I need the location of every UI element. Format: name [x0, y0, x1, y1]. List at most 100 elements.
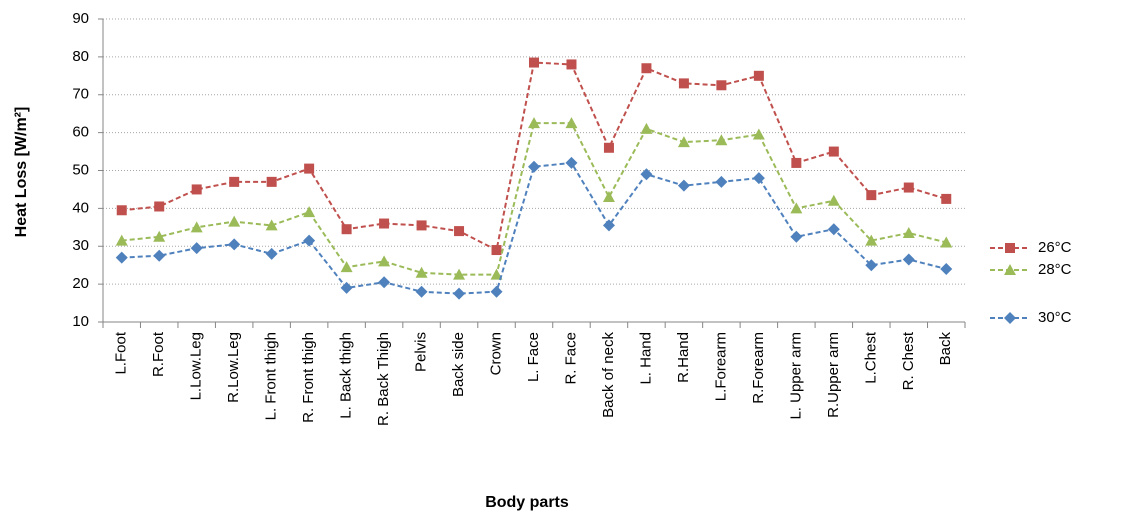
data-point [153, 249, 166, 262]
data-point [266, 176, 277, 187]
x-tick-label: R. Back Thigh [375, 332, 392, 426]
x-tick-label: L. Hand [637, 332, 654, 385]
x-tick-label: R.Forearm [750, 332, 767, 404]
data-point [379, 218, 390, 229]
data-point [304, 163, 315, 174]
data-point [865, 234, 878, 246]
data-point [340, 281, 353, 294]
data-point [903, 182, 914, 193]
x-axis-title: Body parts [485, 494, 569, 511]
x-tick-label: Back of neck [600, 332, 617, 418]
data-point [752, 172, 765, 185]
data-point [340, 261, 353, 273]
data-point [491, 245, 502, 256]
x-tick-label: R. Face [562, 332, 579, 385]
series-line [121, 122, 947, 276]
data-point [940, 262, 953, 275]
data-point [229, 176, 240, 187]
data-point [116, 205, 127, 216]
data-point [153, 230, 166, 242]
x-tick-label: L.Chest [862, 331, 879, 384]
data-point [341, 224, 352, 235]
x-tick-label: R.Foot [150, 331, 167, 377]
x-tick-label: R. Front thigh [300, 332, 317, 423]
data-point [677, 179, 690, 192]
data-point [640, 168, 653, 181]
y-tick-label: 80 [72, 48, 89, 65]
data-point [641, 63, 652, 74]
data-point [753, 70, 764, 81]
x-tick-label: Back side [450, 332, 467, 397]
x-tick-label: L.Forearm [712, 332, 729, 401]
data-point [752, 128, 765, 140]
data-point [603, 142, 614, 153]
data-point [715, 134, 728, 146]
series-line [121, 61, 947, 252]
data-point [715, 175, 728, 188]
data-point [791, 157, 802, 168]
legend-label: 26°C [1038, 239, 1072, 256]
data-point [602, 219, 615, 232]
data-point [865, 259, 878, 272]
data-point [716, 80, 727, 91]
data-point [790, 202, 803, 214]
data-point [378, 276, 391, 289]
data-point [490, 285, 503, 298]
y-tick-label: 40 [72, 199, 89, 216]
x-tick-label: L. Face [525, 332, 542, 382]
data-point [490, 268, 503, 280]
x-tick-label: L.Low.Leg [188, 332, 205, 400]
y-tick-label: 90 [72, 10, 89, 27]
y-tick-label: 30 [72, 237, 89, 254]
data-point [827, 223, 840, 236]
x-tick-label: R.Low.Leg [225, 332, 242, 403]
y-tick-label: 10 [72, 313, 89, 330]
data-point [265, 219, 278, 231]
legend-label: 30°C [1038, 309, 1072, 326]
data-point [565, 156, 578, 169]
y-axis-title: Heat Loss [W/m²] [13, 107, 30, 238]
data-point [453, 268, 466, 280]
data-point [191, 184, 202, 195]
data-point [154, 201, 165, 212]
data-point [678, 78, 689, 89]
series-line [121, 161, 947, 295]
data-point [565, 117, 578, 129]
data-point [602, 191, 615, 203]
x-tick-label: L. Front thigh [263, 332, 280, 420]
y-tick-label: 20 [72, 275, 89, 292]
x-tick-label: Pelvis [413, 332, 430, 372]
x-tick-label: L. Upper arm [787, 332, 804, 420]
x-tick-label: Back [937, 332, 954, 366]
data-point [228, 238, 241, 251]
data-point [866, 190, 877, 201]
data-point [529, 57, 539, 68]
data-point [303, 206, 316, 218]
data-point [528, 117, 540, 129]
data-point [415, 266, 428, 278]
data-point [790, 230, 803, 243]
x-tick-label: Crown [487, 332, 504, 375]
y-tick-label: 50 [72, 161, 89, 178]
data-point [566, 59, 577, 70]
x-tick-label: R. Chest [900, 331, 917, 390]
data-point [190, 242, 203, 255]
data-point [453, 287, 466, 300]
data-point [416, 220, 427, 231]
legend-marker [1004, 312, 1016, 324]
data-point [115, 234, 128, 246]
data-point [115, 251, 128, 264]
legend-marker [1005, 243, 1015, 253]
data-point [902, 253, 915, 266]
data-point [828, 146, 839, 157]
data-point [190, 221, 203, 233]
data-point [528, 160, 540, 173]
legend-label: 28°C [1038, 261, 1072, 278]
data-point [827, 194, 840, 206]
x-tick-label: L. Back thigh [338, 332, 355, 419]
data-point [265, 247, 278, 260]
data-point [378, 255, 391, 267]
y-tick-label: 60 [72, 124, 89, 141]
